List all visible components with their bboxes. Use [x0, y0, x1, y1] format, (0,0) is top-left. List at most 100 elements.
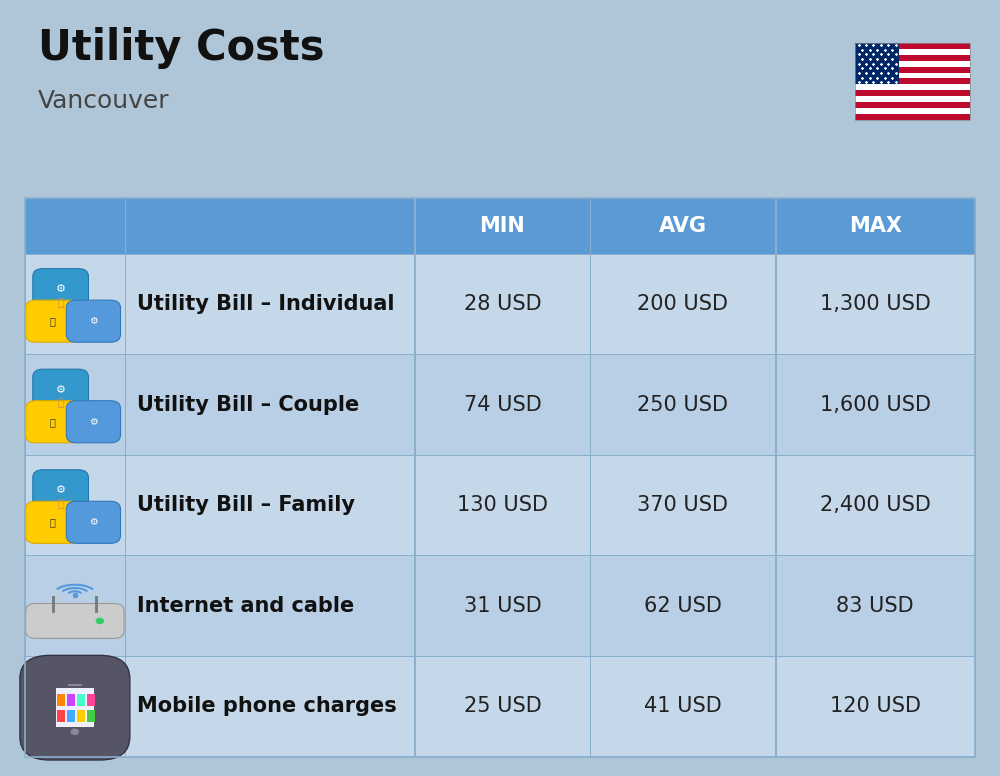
Bar — [415, 355, 590, 455]
FancyBboxPatch shape — [26, 300, 80, 342]
Text: Internet and cable: Internet and cable — [137, 596, 354, 615]
Text: 62 USD: 62 USD — [644, 596, 722, 615]
Bar — [855, 96, 970, 102]
Bar — [590, 198, 775, 254]
Text: Utility Bill – Individual: Utility Bill – Individual — [137, 294, 394, 314]
Bar — [415, 455, 590, 556]
Bar — [415, 656, 590, 757]
Bar — [125, 198, 414, 254]
Bar — [25, 355, 125, 455]
FancyBboxPatch shape — [26, 501, 80, 543]
Bar — [855, 43, 970, 49]
Text: 83 USD: 83 USD — [836, 596, 914, 615]
Bar — [25, 556, 125, 656]
Text: ⚙: ⚙ — [89, 417, 98, 427]
Bar — [855, 54, 970, 61]
Bar — [415, 556, 590, 656]
Bar — [855, 109, 970, 114]
FancyBboxPatch shape — [33, 369, 88, 410]
Text: ⚙: ⚙ — [56, 385, 66, 395]
Text: Vancouver: Vancouver — [38, 89, 170, 113]
Bar — [855, 43, 970, 120]
Bar — [77, 695, 85, 706]
Bar — [25, 198, 975, 757]
Bar — [855, 61, 970, 67]
Bar — [68, 684, 82, 687]
Text: 31 USD: 31 USD — [464, 596, 541, 615]
Bar — [855, 102, 970, 109]
Bar — [87, 695, 95, 706]
FancyBboxPatch shape — [26, 400, 80, 443]
Bar — [25, 455, 125, 556]
Text: 250 USD: 250 USD — [637, 395, 728, 414]
Bar — [855, 67, 970, 72]
Bar — [415, 198, 590, 254]
FancyBboxPatch shape — [66, 300, 121, 342]
FancyBboxPatch shape — [66, 501, 121, 543]
Text: AVG: AVG — [659, 216, 707, 236]
Text: 🔌: 🔌 — [50, 518, 56, 528]
FancyBboxPatch shape — [33, 268, 88, 309]
Bar — [25, 254, 125, 355]
Bar — [855, 91, 970, 96]
Text: Utility Costs: Utility Costs — [38, 27, 324, 69]
Text: 🧍: 🧍 — [57, 499, 64, 509]
Bar — [855, 114, 970, 120]
Text: 🧍: 🧍 — [57, 298, 64, 308]
Bar — [125, 455, 414, 556]
Text: ⚙: ⚙ — [56, 485, 66, 495]
Text: ⚙: ⚙ — [89, 316, 98, 326]
Text: Mobile phone charges: Mobile phone charges — [137, 696, 396, 716]
Text: 1,300 USD: 1,300 USD — [820, 294, 931, 314]
Text: Utility Bill – Couple: Utility Bill – Couple — [137, 395, 359, 414]
Text: 130 USD: 130 USD — [457, 495, 548, 515]
Bar — [590, 254, 775, 355]
Text: 28 USD: 28 USD — [464, 294, 541, 314]
Bar — [56, 688, 94, 727]
Bar — [855, 78, 970, 85]
Text: ⚙: ⚙ — [56, 284, 66, 294]
Bar — [125, 656, 414, 757]
Bar — [125, 355, 414, 455]
Bar — [67, 709, 75, 722]
Bar — [776, 656, 975, 757]
Bar — [855, 43, 899, 85]
Text: 🧍: 🧍 — [57, 399, 64, 408]
Bar — [77, 709, 85, 722]
Text: MIN: MIN — [480, 216, 525, 236]
Text: MAX: MAX — [849, 216, 902, 236]
Bar — [776, 455, 975, 556]
Circle shape — [96, 618, 104, 624]
Bar — [415, 254, 590, 355]
Bar — [776, 355, 975, 455]
Bar — [855, 85, 970, 91]
FancyBboxPatch shape — [26, 604, 124, 639]
Bar — [125, 556, 414, 656]
Text: 120 USD: 120 USD — [830, 696, 921, 716]
Bar — [57, 695, 65, 706]
Text: 🔌: 🔌 — [50, 316, 56, 326]
Bar — [855, 72, 970, 78]
Bar — [776, 254, 975, 355]
Text: 200 USD: 200 USD — [637, 294, 728, 314]
Bar — [590, 656, 775, 757]
Text: 🔌: 🔌 — [50, 417, 56, 427]
Text: 41 USD: 41 USD — [644, 696, 722, 716]
Bar — [590, 355, 775, 455]
FancyBboxPatch shape — [66, 400, 121, 443]
FancyBboxPatch shape — [33, 469, 88, 510]
Text: 370 USD: 370 USD — [637, 495, 728, 515]
Text: 25 USD: 25 USD — [464, 696, 541, 716]
Bar — [25, 198, 125, 254]
Bar — [87, 709, 95, 722]
Circle shape — [71, 729, 79, 735]
Bar — [67, 695, 75, 706]
Bar — [590, 455, 775, 556]
Text: 1,600 USD: 1,600 USD — [820, 395, 931, 414]
FancyBboxPatch shape — [20, 656, 130, 760]
Bar — [57, 709, 65, 722]
Bar — [776, 556, 975, 656]
Text: ⚙: ⚙ — [89, 518, 98, 528]
Bar — [590, 556, 775, 656]
Text: 74 USD: 74 USD — [464, 395, 541, 414]
